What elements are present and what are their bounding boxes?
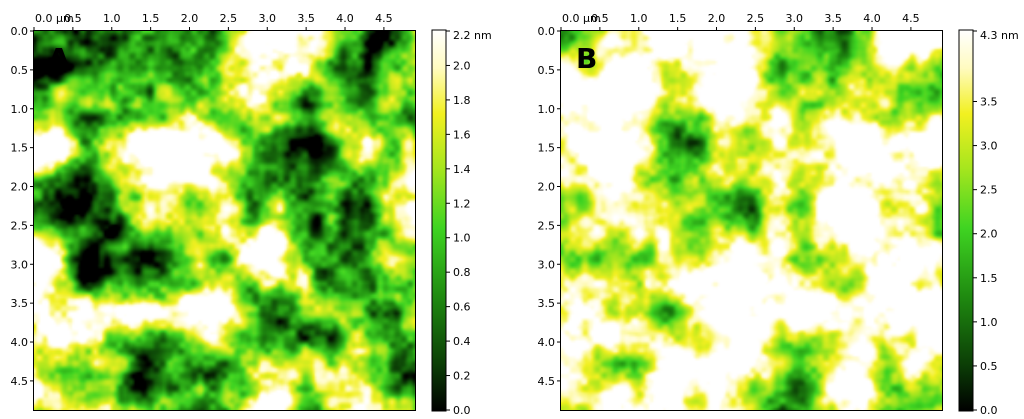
y-tick-label: 0.5 <box>538 64 556 77</box>
colorbar-tick-label: 0.4 <box>453 335 471 348</box>
panel-a-colorbar <box>431 29 447 412</box>
y-tick-label: 3.0 <box>11 258 29 271</box>
colorbar-tick-label: 1.8 <box>453 94 471 107</box>
y-tick-label: 0.0 <box>11 25 29 38</box>
x-tick-label: 3.0 <box>259 12 277 25</box>
x-tick-label: 0.0 μm <box>35 12 74 25</box>
x-tick-label: 3.5 <box>297 12 315 25</box>
y-tick-label: 2.5 <box>11 219 29 232</box>
y-tick-label: 0.5 <box>11 64 29 77</box>
colorbar-tick-label: 1.2 <box>453 197 471 210</box>
colorbar-tick-label: 3.0 <box>980 140 998 153</box>
y-tick-label: 1.5 <box>11 142 29 155</box>
x-tick-label: 0.5 <box>64 12 82 25</box>
x-tick-label: 1.5 <box>669 12 687 25</box>
panel-b-y-axis: 0.0 0.5 1.0 1.5 2.0 2.5 3.0 3.5 4.0 4.5 <box>538 25 561 388</box>
x-tick-label: 4.0 <box>863 12 881 25</box>
panel-b: 0.0 μm0.5 1.0 1.5 2.0 2.5 3.0 3.5 4.0 4.5 0.00.5… <box>538 12 1019 417</box>
panel-b-colorbar-ticks: 4.3 nm 3.5 3.0 2.5 2.0 1.5 1.0 0.5 0.0 <box>973 29 1019 417</box>
x-tick-label: 4.5 <box>902 12 920 25</box>
panel-a-y-axis: 0.0 0.5 1.0 1.5 2.0 2.5 3.0 3.5 4.0 4.5 <box>11 25 34 388</box>
colorbar-tick-label: 2.0 <box>980 228 998 241</box>
y-tick-label: 2.0 <box>538 181 556 194</box>
panel-a-label: A <box>48 42 70 75</box>
panel-a-x-axis: 0.0 μm0.5 1.0 1.5 2.0 2.5 3.0 3.5 4.0 4.5 <box>33 12 393 31</box>
panel-b-colorbar <box>958 29 974 412</box>
y-tick-label: 1.0 <box>11 103 29 116</box>
y-tick-label: 1.0 <box>538 103 556 116</box>
x-tick-label: 3.5 <box>824 12 842 25</box>
x-tick-label: 4.0 <box>336 12 354 25</box>
colorbar-tick-label: 0.8 <box>453 266 471 279</box>
y-tick-label: 0.0 <box>538 25 556 38</box>
y-tick-label: 3.0 <box>538 258 556 271</box>
x-tick-label: 2.0 <box>708 12 726 25</box>
panel-b-x-axis: 0.0 μm0.5 1.0 1.5 2.0 2.5 3.0 3.5 4.0 4.5 <box>560 12 920 31</box>
panel-b-afm-image <box>561 31 942 410</box>
colorbar-tick-label: 1.0 <box>453 232 471 245</box>
y-tick-label: 3.5 <box>538 297 556 310</box>
panel-a: 0.0 μm0.5 1.0 1.5 2.0 2.5 3.0 3.5 4.0 4.5 0.00.5… <box>11 12 492 417</box>
x-tick-label: 2.5 <box>220 12 238 25</box>
y-tick-label: 4.0 <box>11 336 29 349</box>
x-tick-label: 1.5 <box>142 12 160 25</box>
x-tick-label: 1.0 <box>630 12 648 25</box>
x-tick-label: 4.5 <box>375 12 393 25</box>
colorbar-tick-label: 0.0 <box>980 404 998 417</box>
y-tick-label: 4.5 <box>11 375 29 388</box>
x-tick-label: 2.5 <box>747 12 765 25</box>
colorbar-tick-label: 1.4 <box>453 163 471 176</box>
colorbar-tick-label: 1.6 <box>453 128 471 141</box>
colorbar-tick-label: 1.0 <box>980 316 998 329</box>
y-tick-label: 4.0 <box>538 336 556 349</box>
colorbar-tick-label: 0.5 <box>980 360 998 373</box>
y-tick-label: 2.0 <box>11 181 29 194</box>
colorbar-tick-label: 0.0 <box>453 404 471 417</box>
panel-a-afm-image <box>34 31 415 410</box>
x-tick-label: 0.0 μm <box>562 12 601 25</box>
colorbar-tick-label: 1.5 <box>980 272 998 285</box>
x-tick-label: 0.5 <box>591 12 609 25</box>
panel-b-label: B <box>576 42 597 75</box>
colorbar-tick-label: 2.2 nm <box>453 29 492 42</box>
x-tick-label: 3.0 <box>786 12 804 25</box>
colorbar-tick-label: 0.6 <box>453 301 471 314</box>
colorbar-tick-label: 3.5 <box>980 96 998 109</box>
x-tick-label: 1.0 <box>103 12 121 25</box>
colorbar-tick-label: 2.5 <box>980 184 998 197</box>
y-tick-label: 2.5 <box>538 219 556 232</box>
y-tick-label: 1.5 <box>538 142 556 155</box>
colorbar-tick-label: 0.2 <box>453 370 471 383</box>
colorbar-tick-label: 2.0 <box>453 59 471 72</box>
y-tick-label: 3.5 <box>11 297 29 310</box>
x-tick-label: 2.0 <box>181 12 199 25</box>
colorbar-tick-label: 4.3 nm <box>980 29 1019 42</box>
y-tick-label: 4.5 <box>538 375 556 388</box>
panel-a-colorbar-ticks: 2.2 nm 2.0 1.8 1.6 1.4 1.2 1.0 0.8 0.6 0.4 0.2 0.0 <box>446 29 492 417</box>
